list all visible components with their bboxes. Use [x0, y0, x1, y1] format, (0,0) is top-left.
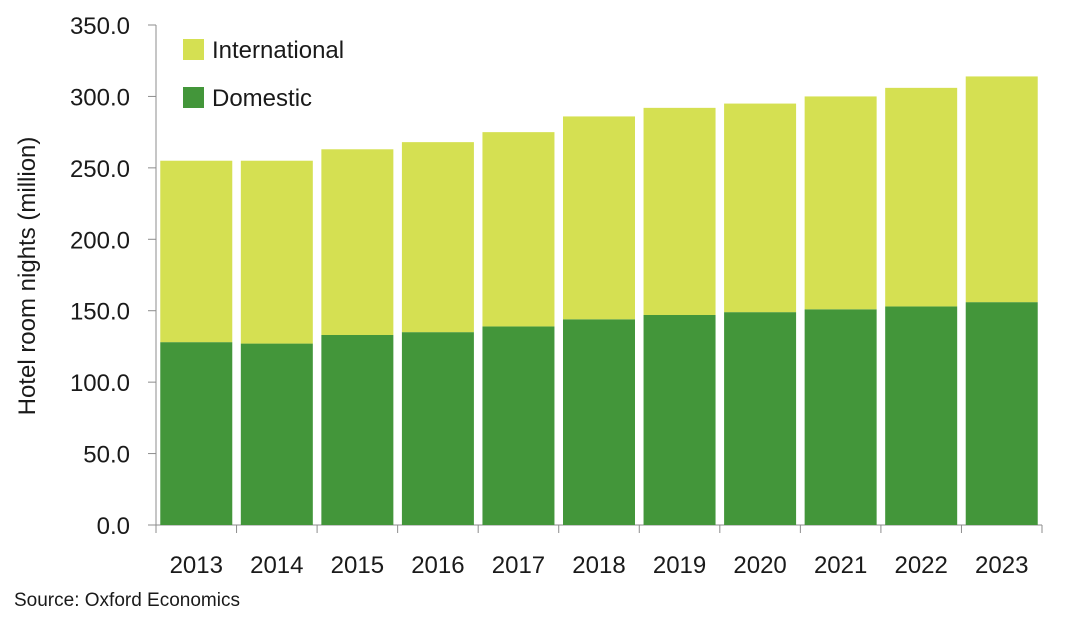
bar-domestic-2017: [482, 326, 555, 525]
bar-international-2019: [643, 107, 716, 315]
x-tick-label: 2019: [653, 552, 706, 579]
y-tick-label: 300.0: [70, 84, 130, 111]
y-tick-label: 100.0: [70, 370, 130, 397]
y-tick-label: 200.0: [70, 227, 130, 254]
y-tick-label: 250.0: [70, 156, 130, 183]
bar-domestic-2014: [240, 343, 313, 525]
x-tick-label: 2021: [814, 552, 867, 579]
x-tick-label: 2014: [250, 552, 303, 579]
bar-international-2014: [240, 160, 313, 344]
bar-international-2018: [563, 116, 635, 320]
x-tick-label: 2018: [572, 552, 625, 579]
bars: [160, 76, 1038, 525]
bar-international-2017: [482, 132, 555, 327]
legend-label-international: International: [212, 37, 344, 64]
legend-label-domestic: Domestic: [212, 85, 312, 112]
bar-domestic-2015: [321, 335, 394, 525]
bar-domestic-2020: [724, 312, 797, 525]
legend-swatch-domestic: [183, 87, 204, 108]
bar-domestic-2018: [563, 319, 635, 525]
bar-international-2023: [965, 76, 1038, 303]
bar-international-2020: [724, 103, 797, 313]
y-tick-label: 0.0: [97, 513, 130, 540]
y-tick-label: 50.0: [83, 442, 130, 469]
bar-domestic-2021: [804, 309, 877, 525]
bar-international-2013: [160, 160, 233, 343]
bar-domestic-2016: [401, 332, 474, 525]
y-axis: 0.0 50.0 100.0 150.0 200.0 250.0 300.0 350.0: [70, 13, 157, 540]
bar-domestic-2013: [160, 342, 233, 525]
bar-international-2015: [321, 149, 394, 335]
x-tick-label: 2020: [733, 552, 786, 579]
x-tick-label: 2013: [170, 552, 223, 579]
x-tick-label: 2023: [975, 552, 1028, 579]
bar-domestic-2019: [643, 315, 716, 525]
legend: International Domestic: [183, 37, 344, 112]
x-tick-label: 2022: [894, 552, 947, 579]
x-tick-label: 2015: [331, 552, 384, 579]
bar-international-2016: [401, 142, 474, 333]
y-tick-label: 350.0: [70, 13, 130, 40]
bar-international-2021: [804, 96, 877, 310]
bar-international-2022: [885, 87, 958, 307]
y-tick-label: 150.0: [70, 299, 130, 326]
y-axis-title: Hotel room nights (million): [14, 137, 41, 416]
x-tick-label: 2016: [411, 552, 464, 579]
bar-domestic-2023: [965, 302, 1038, 525]
x-tick-label: 2017: [492, 552, 545, 579]
x-axis: 2013 2014 2015 2016 2017 2018 2019 2020 2021 2022…: [155, 524, 1043, 579]
source-note: Source: Oxford Economics: [14, 590, 240, 611]
bar-domestic-2022: [885, 306, 958, 525]
legend-swatch-international: [183, 39, 204, 60]
